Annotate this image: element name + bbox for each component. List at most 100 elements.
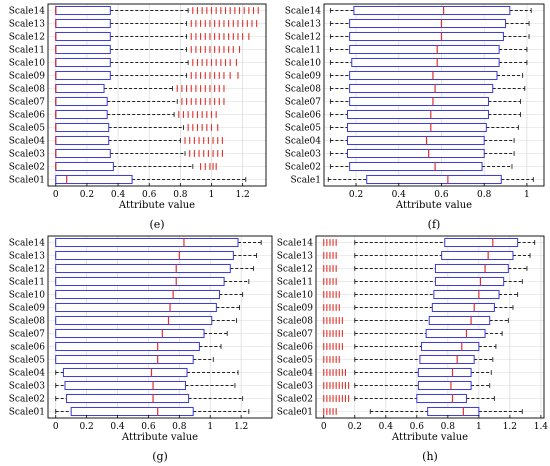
box-iqr [55, 315, 213, 326]
y-tick-label: Scale02 [277, 395, 313, 405]
box-Scale10 [55, 57, 237, 68]
box-Scale05 [55, 354, 214, 365]
box-Scale07 [55, 96, 225, 107]
y-tick-label: Scale12 [9, 33, 45, 43]
y-tick-label: Scale14 [9, 239, 46, 249]
box-Scale02 [55, 393, 244, 404]
box-Scale14 [55, 237, 262, 248]
y-tick-label: Scale09 [285, 72, 322, 82]
box-Scale02 [55, 161, 217, 172]
box-Scale02 [323, 393, 495, 404]
box-iqr [433, 289, 500, 300]
box-iqr [55, 18, 111, 29]
box-Scale03 [329, 148, 515, 159]
box-Scale04 [323, 367, 492, 378]
box-Scale05 [329, 122, 519, 133]
box-Scale14 [323, 237, 536, 248]
box-iqr [346, 109, 489, 120]
box-Scale12 [55, 263, 254, 274]
x-tick-label: 1 [207, 422, 213, 432]
y-tick-label: Scale07 [277, 330, 314, 340]
y-tick-label: Scale10 [285, 59, 322, 69]
box-iqr [55, 341, 200, 352]
box-iqr [441, 250, 514, 261]
box-iqr [351, 57, 500, 68]
y-tick-label: scale06 [10, 343, 45, 353]
y-tick-label: Scale13 [277, 252, 314, 262]
box-Scale07 [55, 328, 228, 339]
x-axis-label: Attribute value [395, 200, 472, 211]
box-iqr [55, 328, 205, 339]
y-tick-label: Scale11 [277, 278, 313, 288]
y-tick-label: Scale10 [9, 291, 46, 301]
box-Scale08 [323, 315, 509, 326]
box-iqr [431, 302, 495, 313]
box-Scale09 [329, 70, 524, 81]
x-tick-label: 0.8 [172, 422, 187, 432]
y-tick-label: Scale14 [9, 7, 46, 17]
x-tick-label: 0 [53, 190, 59, 200]
box-iqr [417, 380, 472, 391]
x-tick-label: 0.8 [477, 190, 492, 200]
y-tick-label: Scale03 [285, 150, 322, 160]
box-Scale06 [55, 109, 217, 120]
x-tick-label: 1 [209, 190, 215, 200]
x-axis-label: Attribute value [391, 432, 468, 443]
x-tick-label: 1.2 [234, 422, 248, 432]
x-tick-label: 1.4 [534, 422, 549, 432]
plot-frame [315, 235, 545, 419]
box-iqr [419, 354, 475, 365]
box-iqr [55, 289, 220, 300]
box-iqr [62, 367, 188, 378]
y-tick-label: Scale02 [9, 163, 45, 173]
x-axis-label: Attribute value [118, 200, 195, 211]
y-tick-label: Scale06 [9, 111, 46, 121]
box-Scale12 [55, 31, 250, 42]
x-tick-label: 0.6 [434, 190, 449, 200]
x-tick-label: 0.4 [111, 190, 126, 200]
box-Scale10 [323, 289, 519, 300]
box-Scale14 [55, 5, 259, 16]
box-Scale07 [323, 328, 503, 339]
x-tick-label: 0.8 [173, 190, 188, 200]
box-iqr [353, 5, 511, 16]
y-tick-label: Scale04 [277, 369, 314, 379]
box-Scale10 [329, 57, 528, 68]
box-Scale12 [323, 263, 528, 274]
panel-label: (f) [428, 218, 441, 231]
x-tick-label: 1 [476, 422, 482, 432]
y-tick-label: Scale12 [285, 33, 321, 43]
box-iqr [434, 263, 509, 274]
y-tick-label: Scale08 [9, 85, 46, 95]
y-tick-label: Scale1 [290, 176, 321, 186]
box-Scale03 [323, 380, 491, 391]
box-Scale13 [323, 250, 531, 261]
y-tick-label: Scale07 [9, 330, 46, 340]
box-iqr [66, 393, 190, 404]
x-tick-label: 1 [524, 190, 530, 200]
box-Scale13 [55, 18, 258, 29]
y-tick-label: Scale08 [285, 85, 322, 95]
y-tick-label: Scale01 [9, 408, 45, 418]
y-tick-label: Scale12 [9, 265, 45, 275]
box-iqr [55, 44, 111, 55]
box-iqr [55, 302, 217, 313]
box-iqr [434, 276, 505, 287]
x-tick-label: 0 [53, 422, 59, 432]
y-tick-label: Scale13 [285, 20, 322, 30]
x-tick-label: 1.2 [235, 190, 249, 200]
box-iqr [55, 148, 111, 159]
box-iqr [425, 328, 486, 339]
y-tick-label: Scale03 [9, 382, 46, 392]
box-iqr [349, 161, 483, 172]
chart-panel-h: Scale01 Scale02 Scale03 Scale04 Scale05 Scale… [277, 235, 549, 463]
x-tick-label: 0.6 [410, 422, 425, 432]
x-tick-label: 0 [321, 422, 327, 432]
y-tick-label: Scale13 [9, 20, 46, 30]
y-tick-label: Scale09 [277, 304, 314, 314]
box-Scale12 [329, 31, 530, 42]
box-iqr [349, 83, 494, 94]
x-tick-label: 0.2 [80, 190, 94, 200]
box-iqr [55, 96, 108, 107]
box-Scale11 [323, 276, 523, 287]
